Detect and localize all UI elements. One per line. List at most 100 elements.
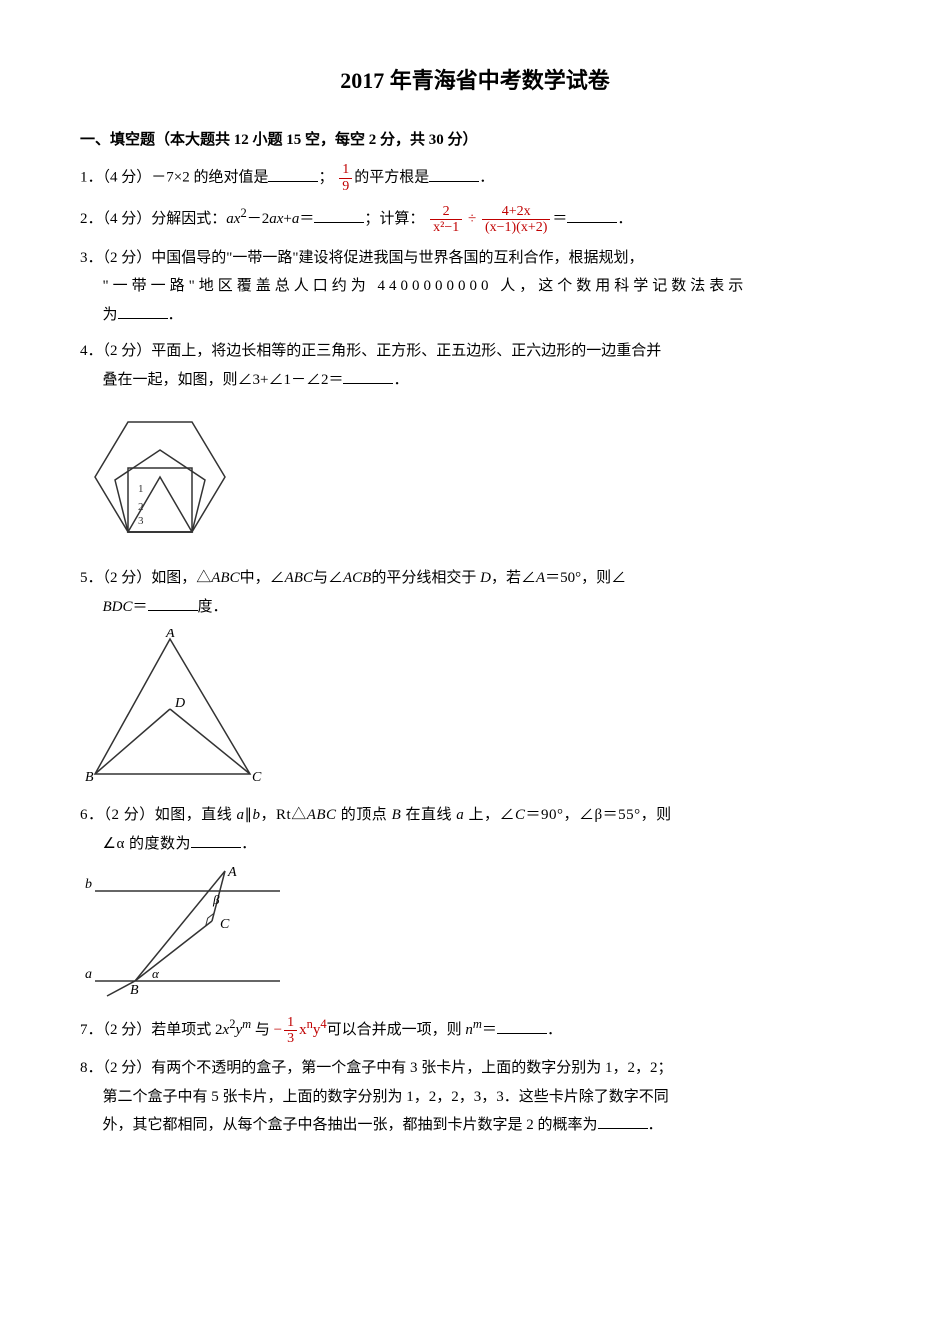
q2-m1: －2 [247,211,270,227]
q7-frac-num: 1 [284,1015,297,1031]
q6-mid4: 上，∠ [469,807,516,823]
q5-prefix: 5．（2 分）如图，△ [80,570,211,586]
q3-line3-end: ． [168,307,183,323]
q6-mid5: ＝90°，∠β＝55°，则 [526,807,672,823]
svg-text:1: 1 [138,483,144,495]
q4-line1: 4．（2 分）平面上，将边长相等的正三角形、正方形、正五边形、正六边形的一边重合… [80,337,870,366]
q4-line2: 叠在一起，如图，则∠3+∠1－∠2＝． [80,366,870,395]
svg-text:A: A [165,629,175,641]
q2-frac2-num: 4+2x [482,204,550,220]
svg-text:2: 2 [138,501,144,513]
svg-text:C: C [220,917,230,932]
q1-frac-num: 1 [339,162,352,178]
q2-frac2-den: (x−1)(x+2) [482,220,550,235]
q7-xn: x [299,1022,307,1038]
q5-acb: ACB [343,570,371,586]
q3-line2: "一带一路"地区覆盖总人口约为 4400000000 人，这个数用科学记数法表示 [80,272,870,301]
q1-after: 的平方根是 [354,170,429,186]
q4-svg: 1 2 3 [80,402,230,552]
svg-text:3: 3 [138,515,144,527]
q2-frac1: 2 x²−1 [430,204,462,236]
q6-mid1: ，Rt△ [261,807,307,823]
q5-end1: ＝50°，则∠ [545,570,626,586]
question-6: 6．（2 分）如图，直线 a∥b，Rt△ABC 的顶点 B 在直线 a 上，∠C… [80,801,870,858]
q6-B: B [392,807,402,823]
q7-m: m [242,1017,251,1031]
q1-prefix: 1．（4 分）－7×2 的绝对值是 [80,170,268,186]
q3-line3-prefix: 为 [103,307,118,323]
svg-text:B: B [130,983,139,998]
svg-text:b: b [85,877,92,892]
question-3: 3．（2 分）中国倡导的"一带一路"建设将促进我国与世界各国的互利合作，根据规划… [80,244,870,330]
svg-text:D: D [174,696,185,711]
q7-nm: n [465,1022,473,1038]
figure-q4: 1 2 3 [80,402,870,552]
q6-b: b [253,807,261,823]
q6-line2-prefix: ∠α 的度数为 [103,836,192,852]
q1-blank1 [268,166,318,182]
section-header: 一、填空题（本大题共 12 小题 15 空，每空 2 分，共 30 分） [80,126,870,155]
q8-line2: 第二个盒子中有 5 张卡片，上面的数字分别为 1，2，2，3，3．这些卡片除了数… [80,1083,870,1112]
q5-a: A [536,570,545,586]
q1-frac-den: 9 [339,179,352,194]
q3-line1: 3．（2 分）中国倡导的"一带一路"建设将促进我国与世界各国的互利合作，根据规划… [80,244,870,273]
q7-eq: ＝ [482,1022,497,1038]
q7-neg: − [274,1022,282,1038]
exam-title: 2017 年青海省中考数学试卷 [80,60,870,102]
q8-line3-end: ． [648,1117,663,1133]
q5-abc: ABC [211,570,239,586]
q5-abc2: ABC [285,570,313,586]
q6-line2-end: ． [241,836,257,852]
q7-mid2: 可以合并成一项，则 [327,1022,462,1038]
q5-bdc: BDC [103,599,133,615]
q6-par: ∥ [245,807,253,823]
question-2: 2．（4 分）分解因式：ax2－2ax+a＝；计算： 2 x²−1 ÷ 4+2x… [80,202,870,235]
svg-text:A: A [227,866,237,880]
q7-prefix: 7．（2 分）若单项式 2 [80,1022,223,1038]
q6-blank [191,832,241,848]
q1-blank2 [429,166,479,182]
q1-frac: 1 9 [339,162,352,194]
question-5: 5．（2 分）如图，△ABC中，∠ABC与∠ACB的平分线相交于 D，若∠A＝5… [80,564,870,621]
q5-end2: 度． [198,599,228,615]
q7-mid: 与 [255,1022,270,1038]
question-4: 4．（2 分）平面上，将边长相等的正三角形、正方形、正五边形、正六边形的一边重合… [80,337,870,394]
q8-line1: 8．（2 分）有两个不透明的盒子，第一个盒子中有 3 张卡片，上面的数字分别为 … [80,1054,870,1083]
q1-mid: ； [318,170,333,186]
q6-a: a [237,807,245,823]
q3-blank [118,303,168,319]
q2-end: ． [617,211,632,227]
q5-mid1: 中，∠ [240,570,285,586]
svg-text:a: a [85,967,92,982]
q6-mid2: 的顶点 [341,807,388,823]
q3-line3: 为． [80,301,870,330]
q2-ax1: ax [226,211,240,227]
q6-a2: a [456,807,464,823]
q7-mexp: m [473,1017,482,1031]
q2-div: ÷ [468,211,476,227]
q6-line2: ∠α 的度数为 ． [80,830,870,859]
q2-plus: + [283,211,291,227]
q5-blank [148,595,198,611]
question-1: 1．（4 分）－7×2 的绝对值是； 1 9 的平方根是． [80,162,870,194]
q4-blank [343,368,393,384]
q2-eq2: ＝ [552,211,567,227]
q4-line2-prefix: 叠在一起，如图，则∠3+∠1－∠2＝ [103,372,344,388]
figure-q5: A B C D [80,629,870,789]
question-8: 8．（2 分）有两个不透明的盒子，第一个盒子中有 3 张卡片，上面的数字分别为 … [80,1054,870,1140]
q6-svg: b a A B C β α [80,866,290,1001]
svg-text:C: C [252,770,262,785]
q8-line3: 外，其它都相同，从每个盒子中各抽出一张，都抽到卡片数字是 2 的概率为 ． [80,1111,870,1140]
q5-line2: BDC＝度． [80,593,870,622]
q2-mid: ；计算： [364,211,424,227]
q2-frac1-num: 2 [430,204,462,220]
q7-end: ． [547,1022,562,1038]
figure-q6: b a A B C β α [80,866,870,1001]
q7-blank [497,1018,547,1034]
q8-line3-prefix: 外，其它都相同，从每个盒子中各抽出一张，都抽到卡片数字是 2 的概率为 [103,1117,598,1133]
q2-frac2: 4+2x (x−1)(x+2) [482,204,550,236]
q5-mid2: 与∠ [313,570,343,586]
svg-text:β: β [212,892,220,907]
q6-prefix: 6．（2 分）如图，直线 [80,807,232,823]
svg-text:α: α [152,966,160,981]
